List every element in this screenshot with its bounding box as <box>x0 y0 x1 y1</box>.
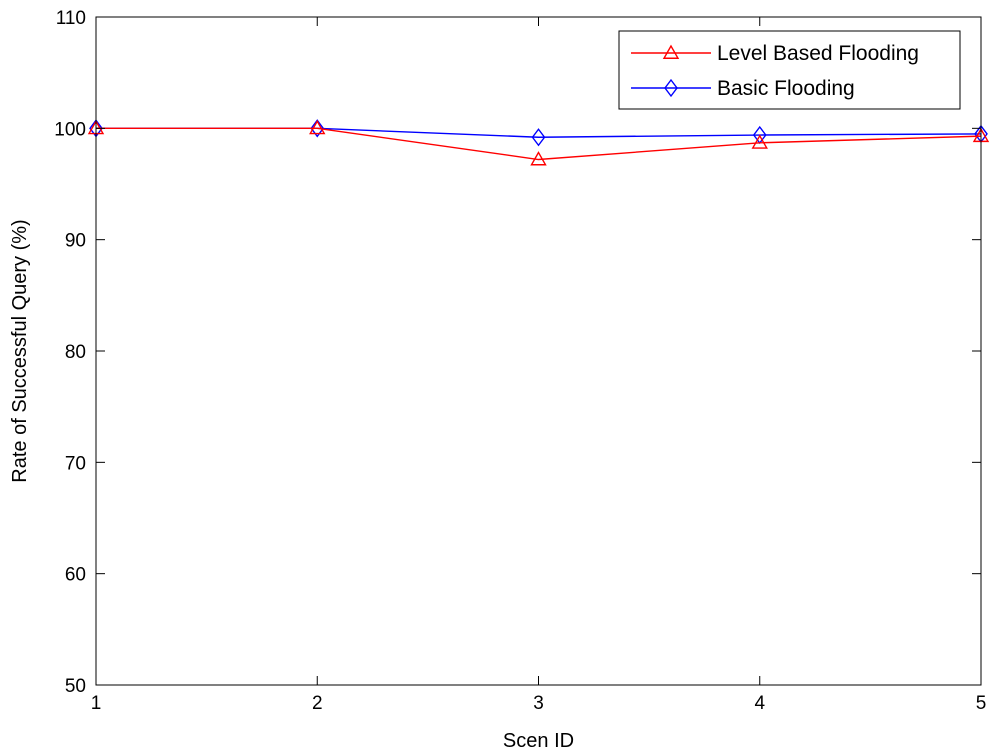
series-line-level-based-flooding <box>96 127 982 161</box>
x-tick-label-2: 2 <box>312 693 323 714</box>
legend-box <box>618 30 961 110</box>
y-tick-label-5: 90 <box>65 231 86 252</box>
x-tick-label-5: 5 <box>976 693 987 714</box>
y-tick-label-2: 60 <box>65 565 86 586</box>
series-level-based-flooding <box>87 119 990 166</box>
series-layer <box>87 119 990 166</box>
y-axis-label: Rate of Successful Query (%) <box>9 219 31 482</box>
point-basic-flooding-3 <box>531 128 546 147</box>
y-tick-label-1: 50 <box>65 676 86 697</box>
point-level-based-flooding-3 <box>530 151 547 166</box>
plot-area <box>96 17 981 685</box>
legend: Level Based Flooding Basic Flooding <box>618 30 961 110</box>
point-level-based-flooding-4 <box>751 134 768 149</box>
tick-layer: 1 2 3 4 5 50 60 70 80 90 100 110 <box>54 8 986 714</box>
legend-marker-basic-flooding <box>664 78 678 98</box>
x-axis-label: Scen ID <box>503 730 574 752</box>
y-tick-label-6: 100 <box>54 119 86 140</box>
y-tick-label-3: 70 <box>65 453 86 474</box>
x-tick-label-4: 4 <box>754 693 765 714</box>
y-tick-label-7: 110 <box>56 8 86 29</box>
x-tick-label-3: 3 <box>533 693 544 714</box>
legend-marker-level-based-flooding <box>662 44 680 59</box>
point-level-based-flooding-2 <box>309 119 326 135</box>
y-tick-label-4: 80 <box>65 342 86 363</box>
legend-label-level-based-flooding: Level Based Flooding <box>717 42 919 65</box>
x-tick-label-1: 1 <box>91 693 102 714</box>
legend-label-basic-flooding: Basic Flooding <box>717 77 855 100</box>
point-basic-flooding-2 <box>310 119 325 138</box>
